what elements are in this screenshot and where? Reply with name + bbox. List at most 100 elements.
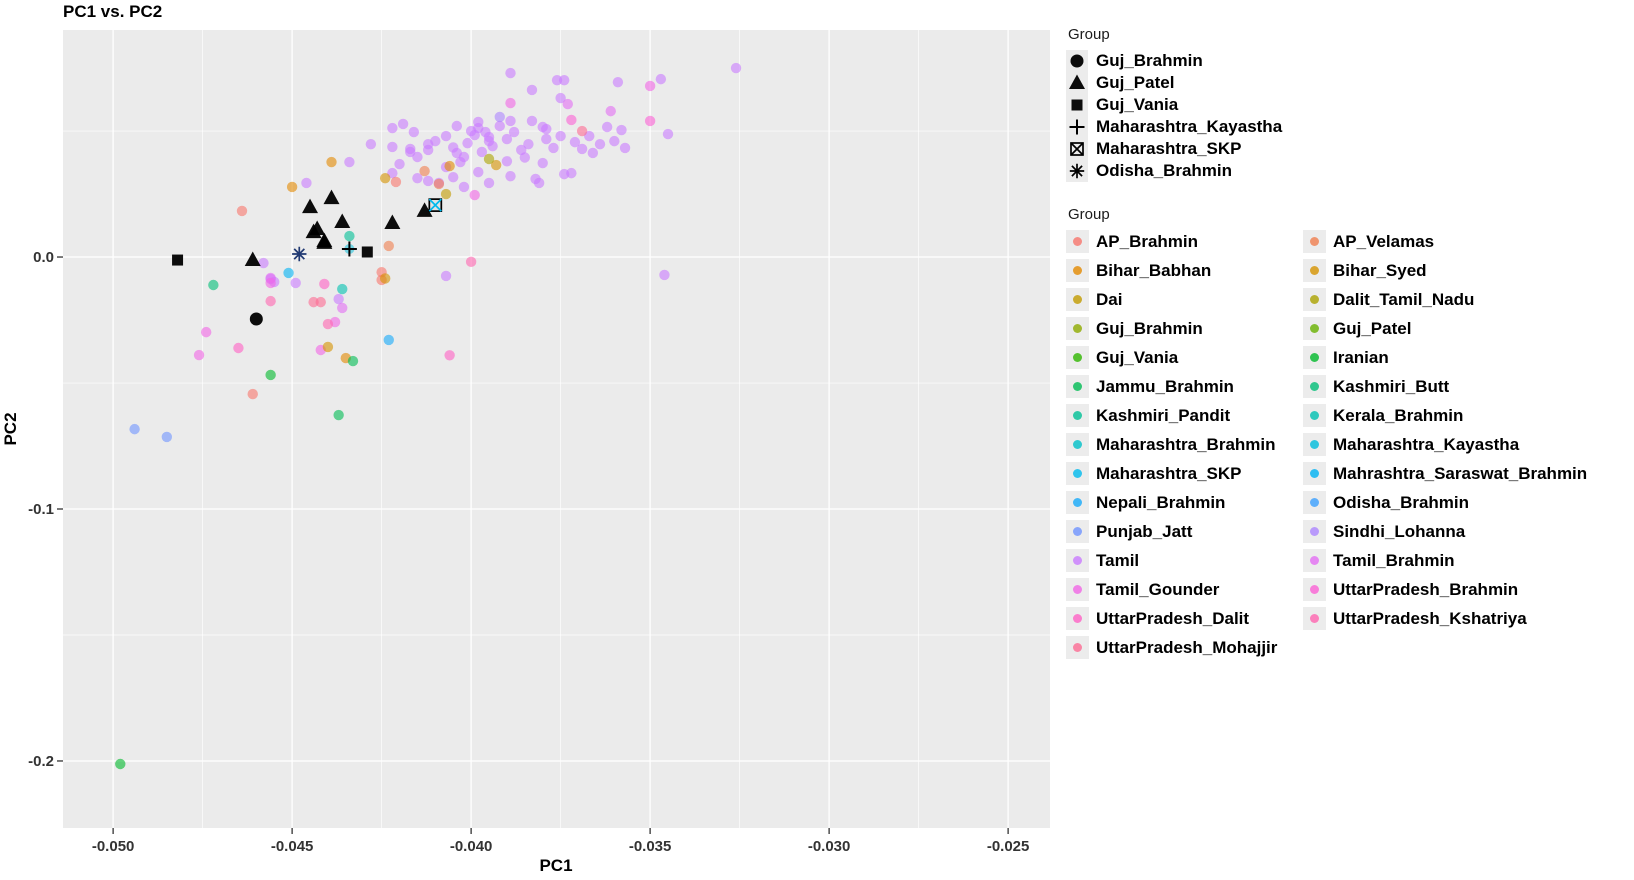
plus-icon xyxy=(1066,116,1088,138)
data-point xyxy=(387,122,398,134)
color-legend-label: Punjab_Jatt xyxy=(1096,521,1193,541)
data-point xyxy=(448,171,459,183)
color-swatch-icon xyxy=(1066,230,1089,253)
color-legend-item-Guj_Vania: Guj_Vania xyxy=(1066,346,1303,369)
data-point xyxy=(326,156,337,168)
data-point xyxy=(286,181,298,193)
shape-point-Guj_Patel xyxy=(244,251,261,267)
color-legend-label: Guj_Patel xyxy=(1333,318,1412,338)
color-swatch-icon xyxy=(1066,636,1089,659)
color-legend-label: UttarPradesh_Brahmin xyxy=(1333,579,1519,599)
shape-point-Guj_Patel xyxy=(302,198,319,214)
shape-legend-item-Maharashtra_Kayastha: Maharashtra_Kayastha xyxy=(1066,116,1628,138)
data-point xyxy=(505,67,516,79)
data-point xyxy=(558,74,570,86)
color-legend-item-Dai: Dai xyxy=(1066,288,1303,311)
data-point xyxy=(501,133,513,145)
shape-legend-title: Group xyxy=(1068,26,1110,43)
data-point xyxy=(383,334,394,346)
data-point xyxy=(412,172,423,184)
x-tick-label: -0.050 xyxy=(92,838,135,855)
data-point xyxy=(523,138,534,150)
color-swatch-icon xyxy=(1066,578,1089,601)
color-legend-label: Jammu_Brahmin xyxy=(1096,376,1234,396)
data-point xyxy=(462,137,473,149)
color-swatch-icon xyxy=(1066,462,1089,485)
x-tick-label: -0.040 xyxy=(450,838,493,855)
shape-point-Guj_Patel xyxy=(384,214,401,230)
data-point xyxy=(208,279,219,291)
color-swatch-icon xyxy=(1066,375,1089,398)
data-point xyxy=(469,129,480,141)
shape-point-Maharashtra_Kayastha xyxy=(341,241,357,257)
color-legend-label: Guj_Vania xyxy=(1096,347,1179,367)
scatter-plot: -0.050 -0.045 -0.040 -0.035 -0.030 -0.025 0.0 -… xyxy=(1,30,1050,875)
data-point xyxy=(601,121,613,133)
color-legend-label: Maharashtra_SKP xyxy=(1096,463,1242,483)
data-point xyxy=(576,143,588,155)
marker-triangle xyxy=(323,189,340,205)
data-point xyxy=(533,177,545,189)
data-point xyxy=(333,409,344,421)
color-legend-item-Odisha_Brahmin: Odisha_Brahmin xyxy=(1303,491,1628,514)
color-legend-item-Dalit_Tamil_Nadu: Dalit_Tamil_Nadu xyxy=(1303,288,1628,311)
data-point xyxy=(519,152,531,163)
data-point xyxy=(283,267,294,279)
color-swatch-icon xyxy=(1303,549,1326,572)
shape-point-Guj_Patel xyxy=(416,202,433,217)
data-point xyxy=(541,133,552,145)
circle-icon xyxy=(1066,50,1088,72)
data-point xyxy=(655,73,667,85)
data-point xyxy=(483,177,495,189)
data-point xyxy=(379,273,391,284)
data-point xyxy=(200,326,212,338)
color-swatch-icon xyxy=(1303,259,1326,282)
color-legend-item-AP_Brahmin: AP_Brahmin xyxy=(1066,230,1303,253)
color-legend-label: Dalit_Tamil_Nadu xyxy=(1333,289,1475,309)
color-legend-item-AP_Velamas: AP_Velamas xyxy=(1303,230,1628,253)
color-legend-item-Kashmiri_Butt: Kashmiri_Butt xyxy=(1303,375,1628,398)
shape-legend-label: Guj_Brahmin xyxy=(1096,51,1203,70)
color-swatch-icon xyxy=(1303,404,1326,427)
data-point xyxy=(555,130,566,142)
data-point xyxy=(319,278,330,290)
marker-square xyxy=(1071,99,1083,111)
data-point xyxy=(458,181,470,193)
color-legend-item-UttarPradesh_Brahmin: UttarPradesh_Brahmin xyxy=(1303,578,1628,601)
color-swatch-icon xyxy=(1066,607,1089,630)
color-legend-item-Maharashtra_SKP: Maharashtra_SKP xyxy=(1066,462,1303,485)
y-axis-title: PC2 xyxy=(1,412,20,445)
color-swatch-icon xyxy=(1303,288,1326,311)
shape-point-Guj_Vania xyxy=(361,246,373,258)
data-point xyxy=(193,349,205,361)
shape-point-Guj_Brahmin xyxy=(249,312,263,326)
shape-point-Guj_Patel xyxy=(334,213,351,229)
color-legend-label: Bihar_Babhan xyxy=(1096,260,1212,280)
color-swatch-icon xyxy=(1303,317,1326,340)
data-point xyxy=(390,176,402,188)
shape-legend-item-Odisha_Brahmin: Odisha_Brahmin xyxy=(1066,160,1628,182)
x-axis-title: PC1 xyxy=(539,856,572,875)
data-point xyxy=(344,230,355,242)
data-point xyxy=(344,156,355,168)
color-legend-item-Maharashtra_Brahmin: Maharashtra_Brahmin xyxy=(1066,433,1303,456)
data-point xyxy=(501,156,513,167)
data-point xyxy=(365,138,377,150)
color-swatch-icon xyxy=(1066,549,1089,572)
data-point xyxy=(458,151,470,163)
marker-triangle xyxy=(302,198,319,214)
data-point xyxy=(129,423,140,435)
color-swatch-icon xyxy=(1303,230,1326,253)
x-tick-label: -0.035 xyxy=(629,838,672,855)
color-legend-label: Iranian xyxy=(1333,347,1389,367)
data-point xyxy=(444,160,455,172)
color-swatch-icon xyxy=(1066,346,1089,369)
color-legend-label: UttarPradesh_Mohajjir xyxy=(1096,637,1278,657)
color-legend-label: Dai xyxy=(1096,289,1123,309)
data-point xyxy=(555,92,566,104)
data-point xyxy=(508,126,520,138)
data-point xyxy=(265,277,276,289)
color-swatch-icon xyxy=(1303,520,1326,543)
data-point xyxy=(469,189,480,201)
color-legend-item-Kerala_Brahmin: Kerala_Brahmin xyxy=(1303,404,1628,427)
